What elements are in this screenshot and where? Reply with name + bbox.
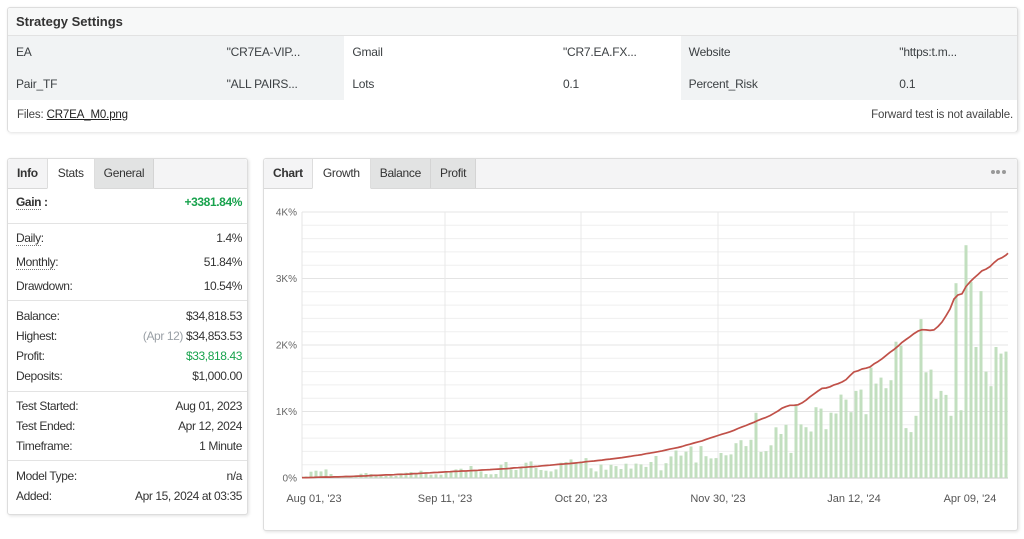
svg-text:Oct 20, '23: Oct 20, '23 xyxy=(555,493,608,505)
svg-text:Aug 01, '23: Aug 01, '23 xyxy=(286,493,341,505)
svg-text:0%: 0% xyxy=(283,474,298,485)
svg-text:Sep 11, '23: Sep 11, '23 xyxy=(418,493,473,505)
svg-text:Nov 30, '23: Nov 30, '23 xyxy=(690,493,745,505)
svg-text:Jan 12, '24: Jan 12, '24 xyxy=(827,493,880,505)
svg-text:1K%: 1K% xyxy=(276,407,297,418)
svg-text:2K%: 2K% xyxy=(276,341,297,352)
svg-text:Apr 09, '24: Apr 09, '24 xyxy=(944,493,997,505)
svg-text:3K%: 3K% xyxy=(276,274,297,285)
svg-text:4K%: 4K% xyxy=(276,208,297,219)
